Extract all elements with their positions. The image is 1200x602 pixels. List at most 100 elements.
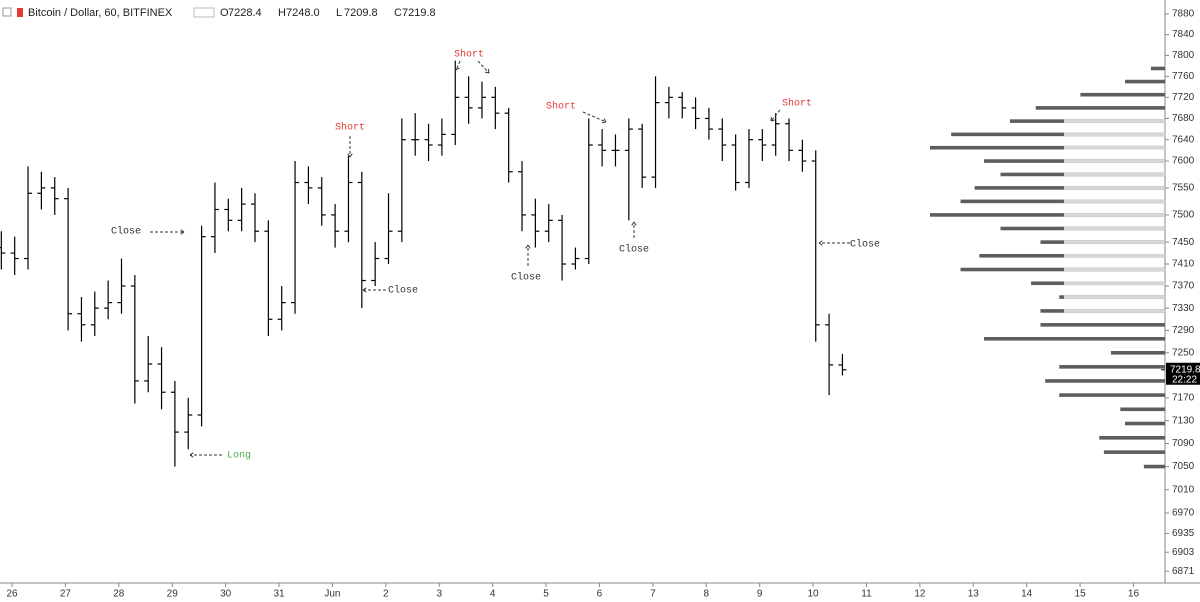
countdown-label: 22:22 <box>1172 374 1197 385</box>
arrow-head <box>455 67 460 71</box>
y-tick-label: 7720 <box>1172 92 1195 103</box>
y-tick-label: 7640 <box>1172 134 1195 145</box>
x-tick-label: 15 <box>1075 589 1087 600</box>
y-tick-label: 7450 <box>1172 237 1195 248</box>
y-tick-label: 6935 <box>1172 528 1195 539</box>
volume-profile-bar <box>1040 323 1165 327</box>
volume-profile-bar <box>1080 92 1165 97</box>
x-tick-label: 31 <box>273 589 285 600</box>
last-price-label: 7219.8 <box>1170 364 1200 375</box>
volume-profile-up-bar <box>1063 295 1165 299</box>
arrow-head <box>633 221 637 226</box>
x-tick-label: 28 <box>113 589 125 600</box>
y-tick-label: 7550 <box>1172 183 1195 194</box>
volume-profile-up-bar <box>1063 267 1165 272</box>
x-tick-label: 6 <box>597 589 603 600</box>
arrow-head <box>189 454 194 458</box>
volume-profile-up-bar <box>1063 119 1165 123</box>
annotation-arrow <box>582 111 607 123</box>
arrow-head <box>487 68 490 74</box>
volume-profile-up-bar <box>1063 186 1165 190</box>
volume-profile-up-bar <box>1063 132 1165 137</box>
x-tick-label: 10 <box>808 589 820 600</box>
y-tick-label: 7250 <box>1172 347 1195 358</box>
y-tick-label: 7800 <box>1172 50 1195 61</box>
volume-profile-bar <box>1099 436 1165 440</box>
y-tick-label: 7330 <box>1172 303 1195 314</box>
volume-profile-bar <box>984 336 1165 341</box>
arrow-head <box>454 65 457 71</box>
volume-profile-bar <box>930 145 1165 150</box>
volume-profile-bar <box>1110 350 1165 355</box>
volume-profile-bar <box>1103 450 1165 454</box>
y-tick-label: 6970 <box>1172 508 1195 519</box>
y-tick-label: 7370 <box>1172 281 1195 292</box>
annotation: Close <box>111 226 141 238</box>
volume-profile-bar <box>960 267 1165 272</box>
annotation: Short <box>335 122 365 134</box>
arrow-head <box>818 240 823 244</box>
x-tick-label: 26 <box>6 589 18 600</box>
x-tick-label: 5 <box>543 589 549 600</box>
volume-profile-up-bar <box>1063 199 1165 204</box>
y-tick-label: 7500 <box>1172 210 1195 221</box>
expand-icon[interactable] <box>2 7 12 17</box>
annotation: Close <box>619 244 649 256</box>
annotation: Close <box>511 272 541 284</box>
x-tick-label: 14 <box>1021 589 1033 600</box>
arrow-head <box>484 71 490 74</box>
last-price-box <box>1166 362 1200 385</box>
annotation: Short <box>546 101 576 113</box>
arrow-head <box>362 287 367 291</box>
arrow-head <box>818 242 823 246</box>
visibility-icons[interactable] <box>193 7 215 18</box>
x-tick-label: 29 <box>167 589 179 600</box>
ohlc-label: H <box>278 7 286 19</box>
y-tick-label: 7010 <box>1172 484 1195 495</box>
x-tick-label: 11 <box>861 589 872 600</box>
y-tick-label: 7170 <box>1172 393 1195 404</box>
volume-profile-up-bar <box>1063 213 1165 217</box>
ohlc-value: 7228.4 <box>228 7 262 19</box>
y-tick-label: 7880 <box>1172 9 1195 20</box>
arrow-head <box>180 231 185 235</box>
volume-profile-bar <box>1150 66 1165 71</box>
x-tick-label: 27 <box>60 589 72 600</box>
x-tick-label: 7 <box>650 589 656 600</box>
x-tick-label: Jun <box>324 589 340 600</box>
x-tick-label: 9 <box>757 589 763 600</box>
arrow-head <box>362 289 367 293</box>
arrow-head <box>347 153 351 158</box>
y-tick-label: 7760 <box>1172 71 1195 82</box>
ohlc-value: 7248.0 <box>286 7 320 19</box>
x-tick-label: 8 <box>703 589 709 600</box>
annotation: Short <box>454 49 484 61</box>
arrow-head <box>527 244 531 249</box>
volume-profile-bar <box>951 132 1165 137</box>
volume-profile-up-bar <box>1063 159 1165 163</box>
volume-profile-bar <box>1120 407 1165 412</box>
x-tick-label: 13 <box>968 589 980 600</box>
volume-profile-bar <box>1045 379 1165 383</box>
y-tick-label: 6871 <box>1172 566 1195 577</box>
annotation: Short <box>782 98 812 110</box>
arrow-head <box>180 229 185 233</box>
annotation: Close <box>388 285 418 297</box>
x-tick-label: 4 <box>490 589 496 600</box>
ohlc-value: 7209.8 <box>344 7 378 19</box>
ohlc-label: C <box>394 7 402 19</box>
volume-profile-bar <box>930 213 1165 217</box>
ohlc-label: O <box>220 7 229 19</box>
annotation: Long <box>227 451 251 462</box>
volume-profile-bar <box>1059 393 1165 397</box>
arrow-head <box>770 119 775 122</box>
volume-profile-bar <box>960 199 1165 204</box>
x-tick-label: 16 <box>1128 589 1140 600</box>
volume-profile-bar <box>1125 421 1165 426</box>
arrow-head <box>349 153 353 158</box>
arrow-head <box>631 221 635 226</box>
volume-profile-up-bar <box>1063 172 1165 177</box>
arrow-head <box>601 121 607 124</box>
volume-profile-up-bar <box>1063 240 1165 244</box>
